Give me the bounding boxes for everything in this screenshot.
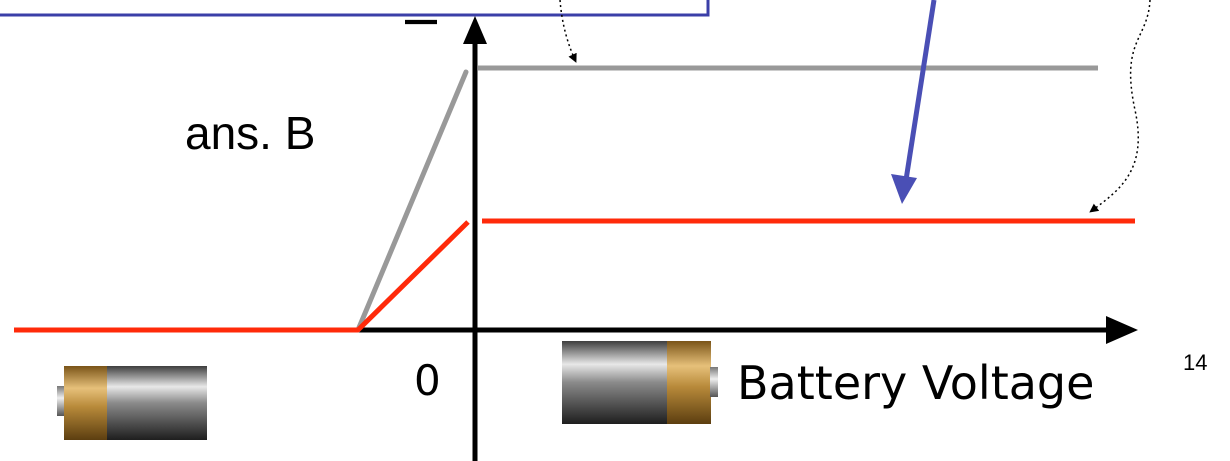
page-number: 14 [1183, 350, 1207, 375]
battery-forward-icon [562, 341, 718, 424]
lower-current-curve [14, 220, 470, 333]
callout-arrow [903, 0, 937, 181]
callout-box [0, 0, 710, 17]
origin-label: 0 [414, 356, 441, 405]
x-axis-arrowhead [1106, 316, 1138, 344]
callout-arrowhead [891, 174, 917, 204]
battery-reverse-icon [57, 366, 207, 440]
x-axis-label: Battery Voltage [737, 356, 1094, 410]
y-axis-arrowhead [463, 16, 487, 44]
answer-label: ans. B [185, 107, 315, 159]
dotted-pointer-upper [559, 0, 577, 63]
dotted-pointer-lower [1089, 0, 1151, 213]
upper-current-curve [355, 69, 469, 333]
y-axis-label: I [395, 16, 447, 29]
